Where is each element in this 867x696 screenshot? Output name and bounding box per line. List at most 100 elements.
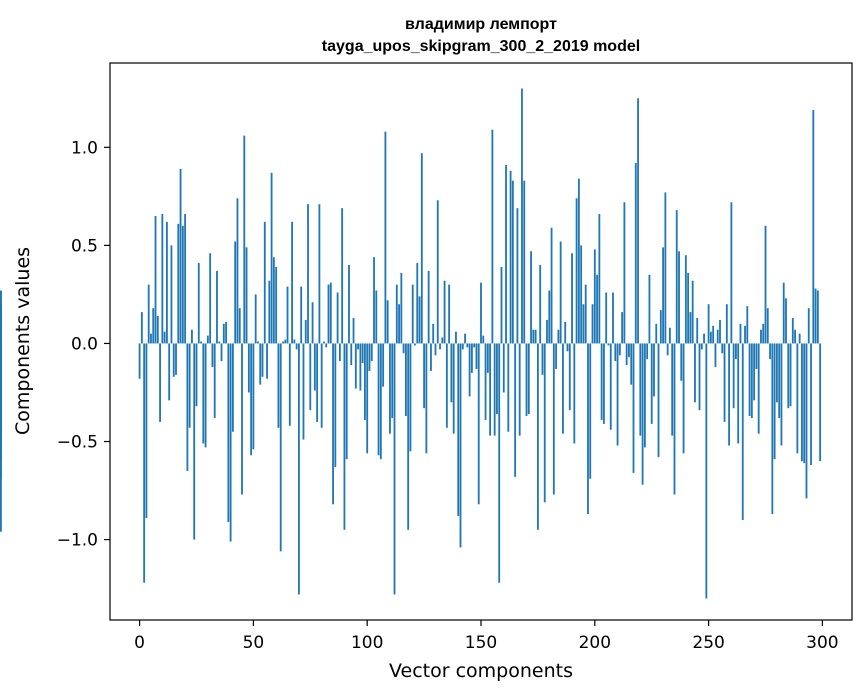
- bar: [493, 343, 496, 436]
- bar: [464, 333, 466, 344]
- bar: [316, 343, 319, 422]
- bar: [222, 323, 225, 344]
- bar: [193, 343, 196, 540]
- bar: [787, 343, 790, 409]
- bar: [646, 343, 649, 360]
- bar: [530, 251, 532, 344]
- bar: [541, 343, 544, 375]
- bar: [580, 245, 583, 344]
- bar: [548, 290, 551, 344]
- bar: [439, 343, 441, 350]
- bar: [177, 223, 180, 344]
- bar: [414, 343, 416, 346]
- bar: [812, 110, 815, 344]
- x-tick-label: 150: [465, 633, 497, 653]
- bar: [270, 172, 273, 344]
- bar: [423, 343, 426, 409]
- bar: [577, 178, 580, 344]
- bar: [286, 286, 289, 344]
- bar: [794, 329, 797, 344]
- bar: [288, 343, 291, 426]
- bar: [443, 280, 446, 344]
- bar: [302, 343, 305, 440]
- bar: [195, 343, 198, 407]
- bar: [591, 304, 594, 344]
- bar: [653, 343, 655, 397]
- bar: [486, 343, 489, 373]
- x-tick-label: 250: [692, 633, 724, 653]
- bar: [778, 343, 781, 418]
- bar: [682, 343, 685, 454]
- bar: [336, 292, 339, 344]
- bar: [384, 131, 387, 344]
- bar: [172, 343, 175, 377]
- bar: [350, 343, 353, 366]
- bar: [466, 343, 469, 348]
- bar: [766, 308, 769, 344]
- bar: [259, 343, 262, 385]
- bar: [181, 225, 184, 344]
- bar: [163, 331, 166, 344]
- bar: [775, 343, 778, 403]
- bar: [698, 343, 701, 411]
- bar: [712, 325, 715, 344]
- bar: [366, 343, 369, 454]
- bar: [760, 329, 762, 344]
- bar: [165, 221, 168, 344]
- bar: [404, 343, 407, 417]
- bar: [468, 343, 471, 397]
- bar: [200, 341, 202, 344]
- bar: [771, 343, 774, 515]
- y-tick-label: 1.0: [71, 138, 98, 158]
- bar: [741, 343, 744, 520]
- bar: [343, 343, 346, 530]
- bar: [441, 337, 444, 344]
- bar: [543, 343, 546, 503]
- bar: [361, 343, 364, 364]
- bar: [373, 257, 375, 344]
- y-tick-label: −0.5: [57, 433, 98, 453]
- bar: [514, 343, 517, 477]
- bar: [678, 251, 680, 344]
- bar: [719, 319, 721, 344]
- bar: [213, 343, 216, 418]
- bar: [279, 343, 282, 552]
- bar: [623, 202, 626, 344]
- bar: [789, 343, 792, 407]
- bar: [655, 323, 658, 344]
- bar: [707, 304, 710, 344]
- bar: [272, 257, 275, 344]
- bar: [175, 343, 177, 375]
- bar: [450, 343, 453, 403]
- bar: [769, 343, 771, 360]
- bar: [598, 214, 601, 344]
- bar: [186, 343, 189, 471]
- bar: [266, 343, 268, 379]
- bar: [323, 341, 325, 344]
- bar: [596, 274, 598, 344]
- bar: [338, 343, 341, 362]
- bar: [798, 333, 801, 344]
- bar: [643, 343, 646, 448]
- bar: [145, 343, 148, 519]
- y-axis-label: Components values: [12, 247, 34, 435]
- bar: [721, 343, 724, 354]
- bar: [432, 323, 435, 344]
- bar: [648, 274, 651, 344]
- bar: [628, 343, 630, 358]
- bar: [632, 343, 635, 473]
- bar: [746, 306, 749, 344]
- bar: [473, 343, 476, 348]
- bar: [757, 343, 760, 434]
- bar: [409, 343, 412, 452]
- bar: [805, 343, 808, 499]
- bar: [275, 266, 278, 344]
- bar: [796, 343, 799, 454]
- bar: [641, 343, 644, 485]
- bar: [427, 270, 430, 344]
- bar: [457, 343, 460, 517]
- bar: [329, 282, 332, 344]
- bar: [168, 343, 171, 401]
- bar: [170, 245, 173, 344]
- bar: [298, 343, 300, 595]
